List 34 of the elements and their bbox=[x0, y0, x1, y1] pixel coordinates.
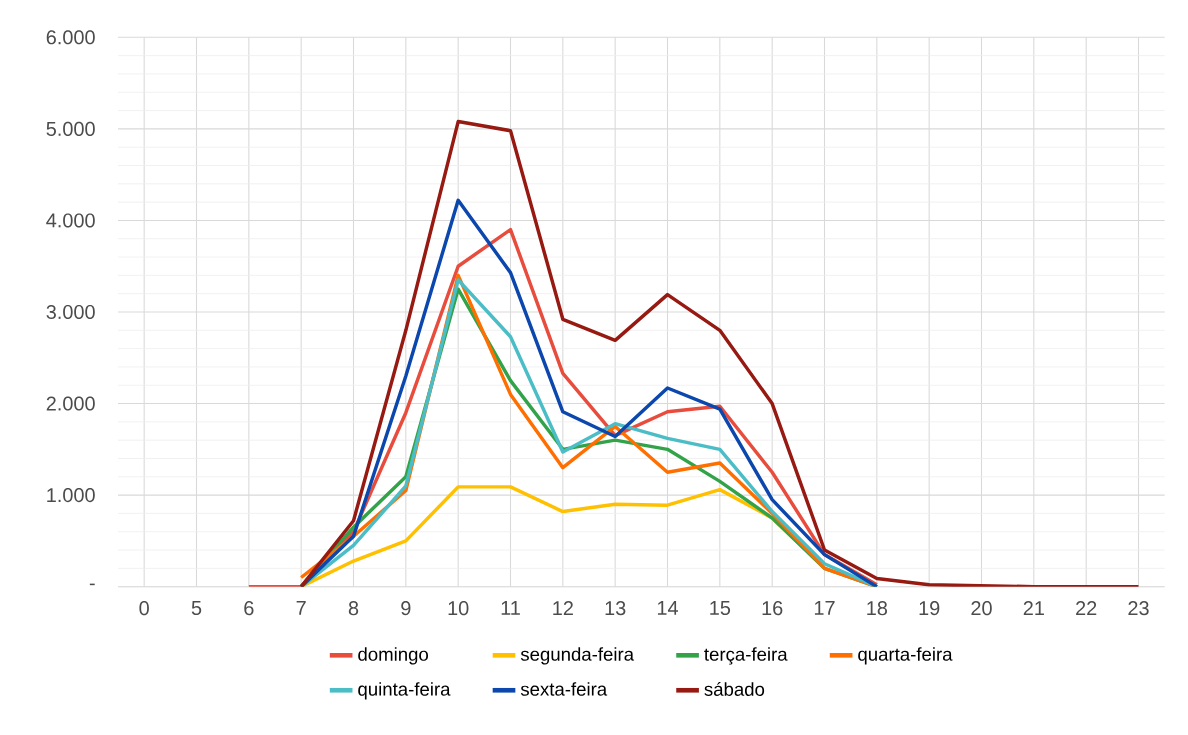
legend-label: domingo bbox=[358, 647, 428, 665]
x-tick-label: 13 bbox=[605, 601, 626, 616]
x-tick-label: 0 bbox=[139, 601, 149, 616]
y-tick-label: 5.000 bbox=[46, 122, 95, 137]
x-tick-label: 9 bbox=[401, 601, 411, 616]
x-tick-label: 12 bbox=[553, 601, 573, 616]
x-tick-label: 22 bbox=[1076, 601, 1097, 616]
y-tick-label: 1.000 bbox=[47, 488, 95, 503]
legend-label: terça-feira bbox=[704, 647, 788, 665]
legend-label: quinta-feira bbox=[358, 682, 451, 700]
legend-label: sexta-feira bbox=[520, 682, 608, 696]
legend-label: quarta-feira bbox=[858, 647, 953, 665]
x-tick-label: 16 bbox=[762, 601, 783, 616]
y-tick-label: 6.000 bbox=[46, 30, 95, 45]
y-tick-label: 4.000 bbox=[46, 213, 95, 228]
x-tick-label: 8 bbox=[348, 601, 359, 616]
x-tick-label: 15 bbox=[710, 601, 731, 616]
x-tick-label: 17 bbox=[814, 601, 835, 615]
legend-label: segunda-feira bbox=[520, 647, 635, 665]
y-tick-label: 2.000 bbox=[46, 396, 95, 411]
x-tick-label: 7 bbox=[296, 601, 306, 615]
y-tick-label: - bbox=[89, 583, 95, 586]
x-tick-label: 20 bbox=[971, 601, 992, 616]
y-tick-label: 3.000 bbox=[46, 305, 95, 320]
x-tick-label: 6 bbox=[244, 601, 254, 616]
x-tick-label: 19 bbox=[919, 601, 940, 616]
x-tick-label: 5 bbox=[191, 601, 202, 616]
x-tick-label: 18 bbox=[867, 601, 888, 616]
x-tick-label: 23 bbox=[1128, 601, 1149, 616]
x-tick-label: 14 bbox=[657, 601, 678, 615]
x-tick-label: 21 bbox=[1023, 601, 1044, 616]
legend-label: sábado bbox=[704, 682, 765, 697]
x-tick-label: 11 bbox=[501, 601, 520, 615]
x-tick-label: 10 bbox=[448, 601, 469, 616]
